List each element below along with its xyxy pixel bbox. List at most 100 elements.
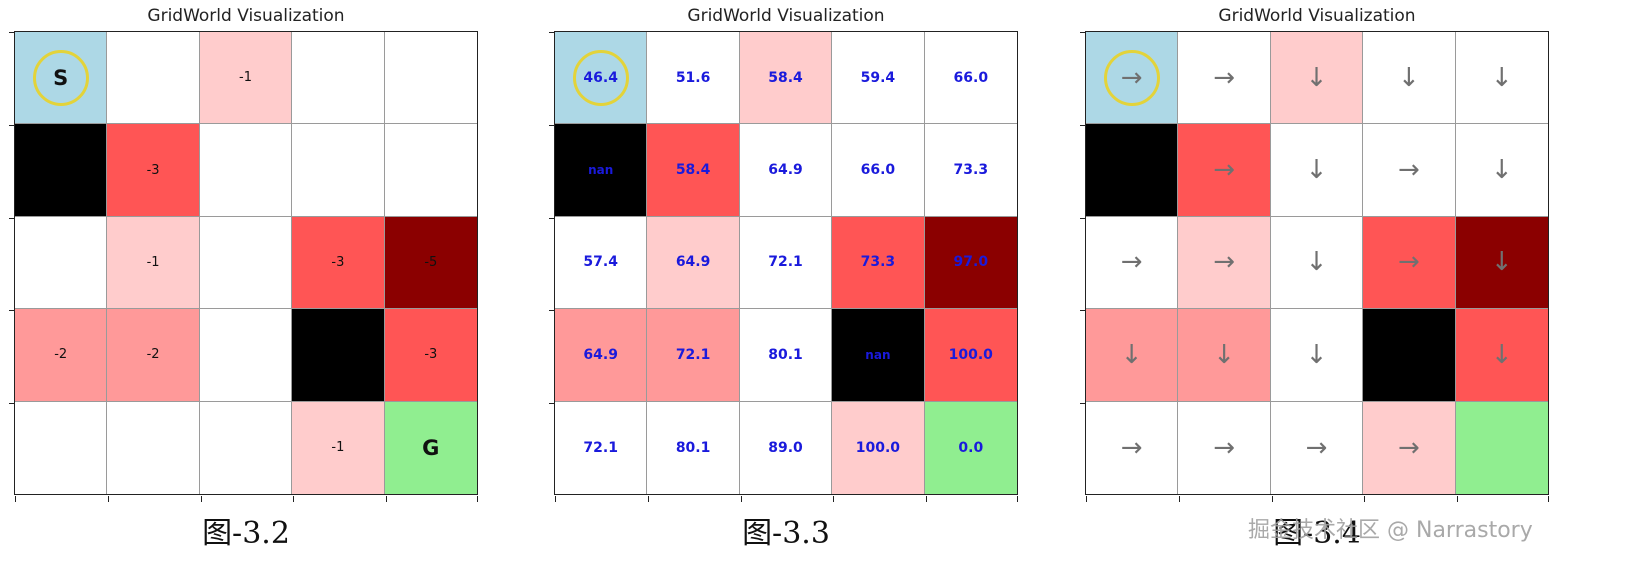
grid-cell: ↓: [1455, 309, 1548, 402]
state-value: 0.0: [958, 439, 984, 456]
x-axis-tick: [1364, 496, 1366, 502]
policy-arrow-icon: ↓: [1120, 339, 1143, 370]
policy-arrow-icon: ↓: [1490, 62, 1513, 93]
cell-reward: -2: [146, 347, 160, 363]
policy-arrow-icon: ↓: [1490, 247, 1513, 278]
x-axis-tick: [1457, 496, 1459, 502]
grid-cell: →: [1086, 216, 1179, 310]
reward-grid-panel: GridWorld Visualization S -1 -3 -1 -3 -5 -2 -2 -…: [0, 0, 490, 581]
grid-cell: [384, 124, 477, 217]
y-axis-tick: [1080, 32, 1086, 33]
grid-cell: →: [1178, 216, 1271, 310]
grid-cell: 64.9: [555, 309, 648, 402]
y-axis-tick: [9, 217, 15, 219]
grid-cell: ↓: [1086, 309, 1179, 402]
y-axis-tick: [549, 124, 555, 126]
y-axis-tick: [549, 217, 555, 219]
policy-arrow-icon: →: [1120, 247, 1143, 278]
grid-cell: [107, 401, 200, 494]
start-ring-icon: [32, 49, 89, 106]
grid-cell: ↓: [1455, 124, 1548, 217]
grid-cell: -3: [107, 124, 200, 217]
grid-cell: [15, 401, 108, 494]
policy-arrow-icon: →: [1120, 62, 1143, 93]
state-value: 73.3: [860, 254, 896, 271]
goal-cell: G: [384, 401, 477, 494]
grid-cell: 64.9: [647, 216, 740, 310]
state-value: 97.0: [953, 254, 989, 271]
y-axis-tick: [549, 403, 555, 405]
grid-cell: [384, 32, 477, 125]
state-value: 58.4: [675, 162, 711, 179]
grid-cell: 51.6: [647, 32, 740, 125]
wall-cell: nan: [832, 309, 925, 402]
state-value: 57.4: [583, 254, 618, 271]
grid-cell: -1: [292, 401, 385, 494]
cell-reward: -1: [239, 70, 252, 86]
grid-cell: ↓: [1455, 32, 1548, 125]
x-axis-tick: [740, 496, 742, 502]
policy-arrow-icon: →: [1305, 432, 1328, 463]
grid-cell: ↓: [1270, 124, 1364, 217]
grid-cell: →: [1178, 124, 1271, 217]
y-axis-tick: [1080, 124, 1086, 126]
policy-arrow-icon: →: [1397, 432, 1420, 463]
wall-cell: [292, 309, 385, 402]
grid-cell: →: [1363, 401, 1456, 494]
state-value: 51.6: [675, 69, 711, 86]
grid-cell: 59.4: [832, 32, 925, 125]
start-ring-icon: [572, 49, 629, 106]
policy-arrow-icon: ↓: [1305, 247, 1328, 278]
state-value: nan: [865, 347, 891, 362]
start-ring-icon: [1103, 49, 1160, 106]
goal-cell: 0.0: [924, 401, 1017, 494]
x-axis-tick: [1271, 496, 1273, 502]
grid-cell: -1: [199, 32, 293, 125]
grid-cell: 72.1: [739, 216, 833, 310]
grid-cell: ↓: [1455, 216, 1548, 310]
grid-cell: 57.4: [555, 216, 648, 310]
cell-reward: -2: [54, 347, 68, 363]
policy-arrow-icon: ↓: [1305, 339, 1328, 370]
y-axis-tick: [549, 310, 555, 312]
policy-arrow-icon: →: [1213, 432, 1235, 463]
y-axis-tick: [1080, 403, 1086, 405]
state-value: 80.1: [675, 439, 711, 456]
grid-cell: →: [1178, 32, 1271, 125]
policy-arrow-icon: →: [1213, 247, 1235, 278]
grid-cell: -1: [107, 216, 200, 310]
state-value: 80.1: [768, 346, 803, 363]
policy-arrow-icon: ↓: [1305, 62, 1328, 93]
grid-cell: →: [1270, 401, 1364, 494]
policy-arrow-icon: ↓: [1490, 155, 1513, 186]
grid-cell: [199, 216, 293, 310]
grid-cell: 80.1: [739, 309, 833, 402]
grid-cell: 97.0: [924, 216, 1017, 310]
cell-reward: -1: [331, 440, 345, 456]
x-axis-tick: [1548, 496, 1549, 502]
grid-cell: -2: [15, 309, 108, 402]
start-cell: S: [15, 32, 108, 125]
value-grid-panel: GridWorld Visualization 46.4 51.6 58.4 59.4…: [540, 0, 1030, 581]
state-value: 64.9: [583, 346, 618, 363]
grid-cell: 89.0: [739, 401, 833, 494]
policy-arrow-icon: →: [1397, 155, 1420, 186]
y-axis-tick: [9, 310, 15, 312]
state-value: 64.9: [675, 254, 711, 271]
grid-cell: -5: [384, 216, 477, 310]
start-cell: 46.4: [555, 32, 648, 125]
grid-cell: -2: [107, 309, 200, 402]
y-axis-tick: [1080, 217, 1086, 219]
policy-arrow-icon: ↓: [1305, 155, 1328, 186]
cell-reward: -3: [146, 162, 160, 178]
policy-arrow-icon: ↓: [1490, 339, 1513, 370]
cell-reward: -1: [146, 254, 160, 270]
wall-cell: [1363, 309, 1456, 402]
grid-cell: ↓: [1270, 32, 1364, 125]
state-value: 89.0: [768, 439, 803, 456]
grid-cell: 58.4: [739, 32, 833, 125]
grid-cell: 58.4: [647, 124, 740, 217]
grid-cell: 72.1: [555, 401, 648, 494]
grid-cell: [292, 32, 385, 125]
x-axis-tick: [200, 496, 202, 502]
